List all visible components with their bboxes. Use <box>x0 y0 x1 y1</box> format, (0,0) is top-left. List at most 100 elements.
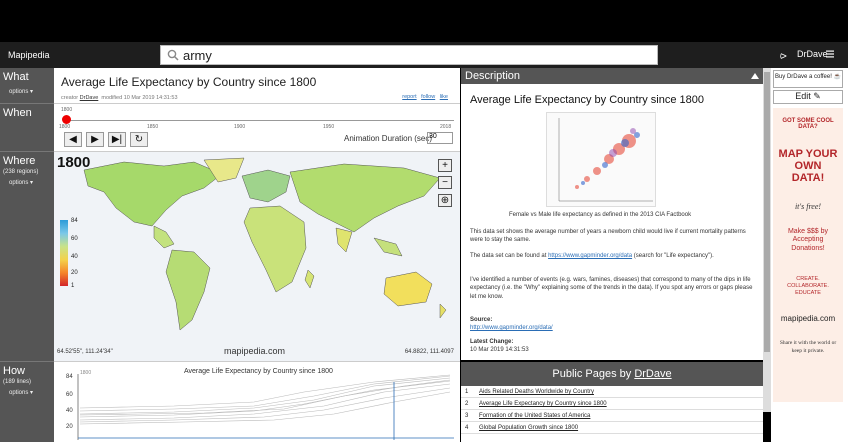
when-panel: 1800 1800 1850 1900 1950 2018 ◀ ▶ ▶| ↻ A… <box>54 104 460 152</box>
user-menu[interactable]: DrDave <box>797 49 828 59</box>
thumbnail-caption: Female vs Male life expectancy as define… <box>509 212 692 218</box>
timeline-track[interactable] <box>64 120 454 121</box>
description-scrollbar[interactable] <box>763 68 771 412</box>
legend-label: 1 <box>71 283 75 289</box>
list-item[interactable]: 4 Global Population Growth since 1800 <box>461 422 763 434</box>
follow-link[interactable]: follow <box>421 94 436 100</box>
like-link[interactable]: like <box>439 94 448 100</box>
scatter-thumbnail-plot <box>558 118 653 202</box>
step-forward-button[interactable]: ▶| <box>108 132 126 147</box>
latest-change-value: 10 Mar 2019 14:31:53 <box>470 347 529 353</box>
creator-link[interactable]: DrDave <box>79 95 99 101</box>
list-item-link[interactable]: Global Population Growth since 1800 <box>479 425 579 431</box>
y-tick: 60 <box>66 392 73 398</box>
timeline-tick: 1800 <box>59 124 71 130</box>
latest-change-label: Latest Change: <box>470 339 514 345</box>
timeline-current-year: 1800 <box>61 107 73 113</box>
color-legend <box>60 220 68 286</box>
gapminder-link[interactable]: https://www.gapminder.org/data <box>548 253 633 259</box>
scatter-thumbnail[interactable] <box>546 112 656 207</box>
top-black-bar <box>0 0 848 42</box>
zoom-out-button[interactable]: − <box>438 176 452 189</box>
cursor-coords-dms: 64.52'55", 111.24'34" <box>57 349 113 355</box>
public-pages-user-link[interactable]: DrDave <box>634 368 672 380</box>
scrollbar-thumb[interactable] <box>764 72 770 352</box>
list-item-link[interactable]: Formation of the United States of Americ… <box>479 413 591 419</box>
right-sidebar: Buy DrDave a coffee! ☕ Edit ✎ GOT SOME C… <box>771 68 848 442</box>
modified-date: modified 10 Mar 2019 14:31:53 <box>101 95 178 101</box>
section-what-title: What <box>3 71 29 83</box>
timeline-tick: 1850 <box>147 124 159 130</box>
what-panel: Average Life Expectancy by Country since… <box>54 68 460 104</box>
timeline-handle[interactable] <box>62 115 71 124</box>
description-text: (search for "Life expectancy"). <box>632 253 714 259</box>
timeline-tick: 1900 <box>234 124 246 130</box>
source-link[interactable]: http://www.gapminder.org/data/ <box>470 325 553 331</box>
description-paragraph: This data set shows the average number o… <box>470 229 746 244</box>
app-logo[interactable]: Mapipedia <box>8 50 50 60</box>
line-count: (189 lines) <box>3 379 32 385</box>
list-item-link[interactable]: Aids Related Deaths Worldwide by Country <box>479 389 594 395</box>
list-item-number: 4 <box>465 425 469 431</box>
list-item-number: 1 <box>465 389 469 395</box>
locate-icon[interactable]: ⊕ <box>438 194 452 207</box>
public-pages-list: 1 Aids Related Deaths Worldwide by Count… <box>461 386 763 442</box>
map-actions: report follow like <box>399 94 448 100</box>
description-header-label: Description <box>465 70 521 82</box>
section-where: Where (238 regions) options ▾ <box>0 152 54 362</box>
zoom-in-button[interactable]: + <box>438 159 452 172</box>
cursor-coords-decimal: 64.8822, 111.4097 <box>404 349 454 355</box>
map-panel[interactable]: 1800 + − ⊕ 84 60 40 20 1 64.52'55", 111.… <box>54 152 460 362</box>
what-options-button[interactable]: options ▾ <box>9 89 34 95</box>
creator-label: creator <box>61 95 79 101</box>
section-when: When <box>0 104 54 152</box>
play-button[interactable]: ▶ <box>86 132 104 147</box>
legend-label: 20 <box>71 270 78 276</box>
buy-coffee-button[interactable]: Buy DrDave a coffee! ☕ <box>773 70 843 88</box>
list-item[interactable]: 1 Aids Related Deaths Worldwide by Count… <box>461 386 763 398</box>
search-icon <box>167 49 179 61</box>
public-pages-header: Public Pages by DrDave <box>461 362 763 386</box>
section-how: How (189 lines) options ▾ <box>0 362 54 442</box>
search-box[interactable]: army <box>160 45 658 65</box>
y-tick: 40 <box>66 408 73 414</box>
timeline-tick: 1950 <box>323 124 335 130</box>
list-item[interactable]: 3 Formation of the United States of Amer… <box>461 410 763 422</box>
promo-text: mapipedia.com <box>780 314 836 323</box>
list-item-link[interactable]: Average Life Expectancy by Country since… <box>479 401 607 407</box>
collapse-caret-icon[interactable] <box>751 72 759 79</box>
edit-button[interactable]: Edit ✎ <box>773 90 843 104</box>
share-icon[interactable]: ⪧ <box>780 48 787 62</box>
app-header: Mapipedia army ⪧ DrDave <box>0 42 848 68</box>
world-map[interactable] <box>54 152 460 362</box>
description-header[interactable]: Description <box>461 68 763 84</box>
y-tick: 84 <box>66 374 73 380</box>
timeline-tick: 2018 <box>440 124 452 130</box>
search-input[interactable]: army <box>183 48 212 63</box>
how-options-button[interactable]: options ▾ <box>9 390 34 396</box>
map-meta: creator DrDave modified 10 Mar 2019 14:3… <box>61 95 178 101</box>
y-tick: 20 <box>66 424 73 430</box>
region-count: (238 regions) <box>3 169 39 175</box>
source-label: Source: <box>470 317 493 323</box>
promo-text: it's free! <box>794 202 822 211</box>
list-item[interactable]: 2 Average Life Expectancy by Country sin… <box>461 398 763 410</box>
description-paragraph: I've identified a number of events (e.g.… <box>470 277 753 300</box>
hamburger-icon[interactable] <box>826 50 834 58</box>
promo-banner[interactable]: GOT SOME COOL DATA? MAP YOUR OWN DATA! i… <box>773 108 843 402</box>
list-item-number: 2 <box>465 401 469 407</box>
list-item-number: 3 <box>465 413 469 419</box>
buy-coffee-label: Buy DrDave a coffee! <box>774 74 832 80</box>
public-pages-label: Public Pages by <box>552 368 635 380</box>
animation-duration-label: Animation Duration (sec) <box>344 134 433 143</box>
step-back-button[interactable]: ◀ <box>64 132 82 147</box>
animation-duration-input[interactable]: 30 <box>427 132 453 144</box>
report-link[interactable]: report <box>402 94 417 100</box>
where-options-button[interactable]: options ▾ <box>9 180 34 186</box>
how-panel: Average Life Expectancy by Country since… <box>54 362 460 442</box>
edit-label: Edit <box>795 91 811 101</box>
section-when-title: When <box>3 107 32 119</box>
description-paragraph: The data set can be found at https://www… <box>470 252 755 260</box>
life-expectancy-lines[interactable] <box>54 362 460 442</box>
reset-button[interactable]: ↻ <box>130 132 148 147</box>
